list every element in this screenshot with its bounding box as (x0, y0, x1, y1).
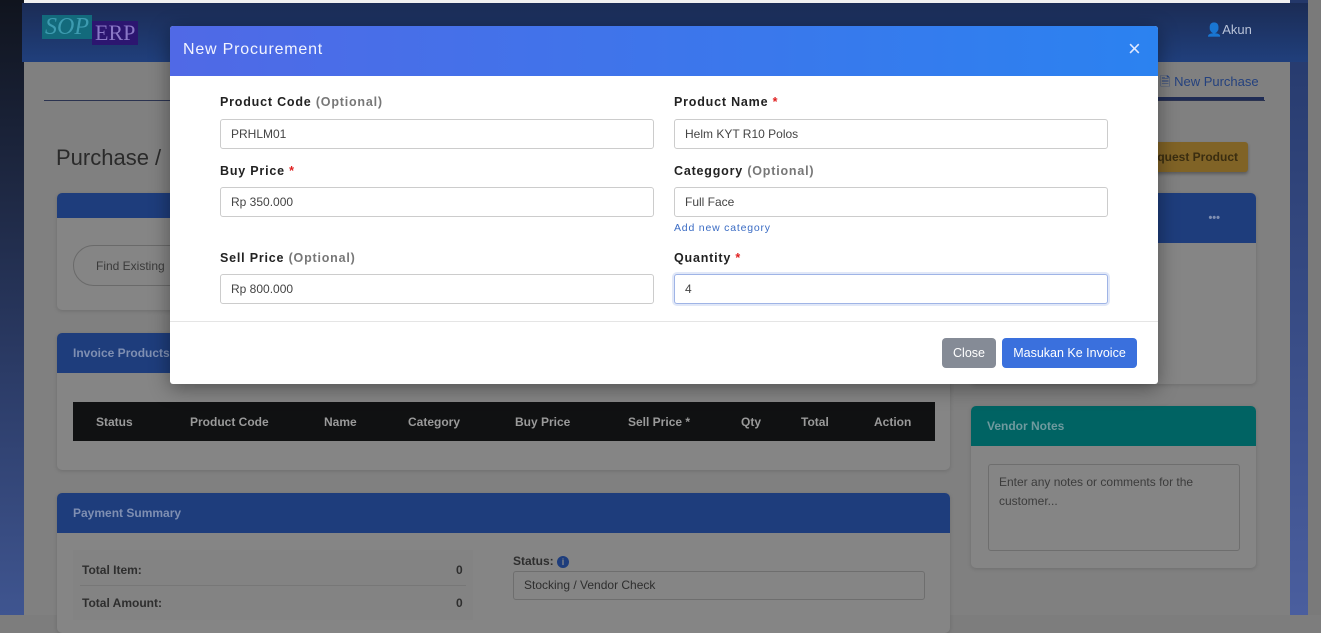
buy-price-label: Buy Price * (220, 164, 295, 178)
modal-header (170, 26, 1158, 76)
add-category-link[interactable]: Add new category (674, 222, 771, 234)
scrollbar[interactable] (1308, 0, 1321, 615)
col-action: Action (874, 414, 912, 429)
tab-new-purchase[interactable]: 🗎 New Purchase (1160, 74, 1259, 89)
table-header: Status Product Code Name Category Buy Pr… (73, 402, 935, 441)
col-total: Total (801, 414, 829, 429)
total-item-label: Total Item: (82, 563, 142, 577)
submit-invoice-button[interactable]: Masukan Ke Invoice (1002, 338, 1137, 368)
new-procurement-modal: New Procurement × Product Code (Optional… (170, 26, 1158, 384)
request-product-button[interactable]: quest Product (1140, 142, 1248, 172)
info-icon[interactable]: i (557, 556, 570, 568)
status-label: Status: (513, 554, 554, 568)
sell-price-input[interactable]: Rp 800.000 (220, 274, 654, 304)
quantity-label: Quantity * (674, 251, 742, 265)
product-name-label: Product Name * (674, 95, 779, 109)
status-select[interactable]: Stocking / Vendor Check (513, 571, 925, 600)
right-edge (1290, 0, 1308, 615)
col-status: Status (96, 414, 133, 429)
tab-active-indicator (1158, 97, 1264, 100)
col-category: Category (408, 414, 461, 429)
logo[interactable]: SOP ERP (42, 15, 139, 45)
page-title: Purchase / (56, 145, 162, 170)
modal-title: New Procurement (183, 41, 324, 58)
top-border (0, 0, 1321, 3)
col-qty: Qty (741, 414, 762, 429)
card-title: Vendor Notes (971, 406, 1256, 446)
product-name-input[interactable]: Helm KYT R10 Polos (674, 119, 1108, 149)
total-amount-label: Total Amount: (82, 596, 162, 610)
left-edge (0, 0, 24, 615)
col-name: Name (324, 414, 357, 429)
total-item-value: 0 (456, 563, 463, 577)
category-label: Categgory (Optional) (674, 164, 815, 178)
vendor-notes-textarea[interactable]: Enter any notes or comments for the cust… (988, 464, 1240, 551)
col-product-code: Product Code (190, 414, 269, 429)
product-code-label: Product Code (Optional) (220, 95, 383, 109)
close-button[interactable]: Close (942, 338, 996, 368)
close-icon[interactable]: × (1128, 36, 1141, 61)
modal-footer-divider (170, 321, 1158, 322)
user-icon: 👤 (1206, 22, 1223, 37)
product-code-input[interactable]: PRHLM01 (220, 119, 654, 149)
row-divider (80, 585, 466, 586)
account-menu[interactable]: 👤Akun (1206, 22, 1252, 37)
category-input[interactable]: Full Face (674, 187, 1108, 217)
buy-price-input[interactable]: Rp 350.000 (220, 187, 654, 217)
total-amount-value: 0 (456, 596, 463, 610)
quantity-input[interactable]: 4 (674, 274, 1108, 304)
card-title: Payment Summary (57, 493, 950, 533)
sell-price-label: Sell Price (Optional) (220, 251, 356, 265)
col-sell-price: Sell Price * (628, 414, 691, 429)
document-icon: 🗎 (1160, 74, 1171, 89)
col-buy-price: Buy Price (515, 414, 571, 429)
